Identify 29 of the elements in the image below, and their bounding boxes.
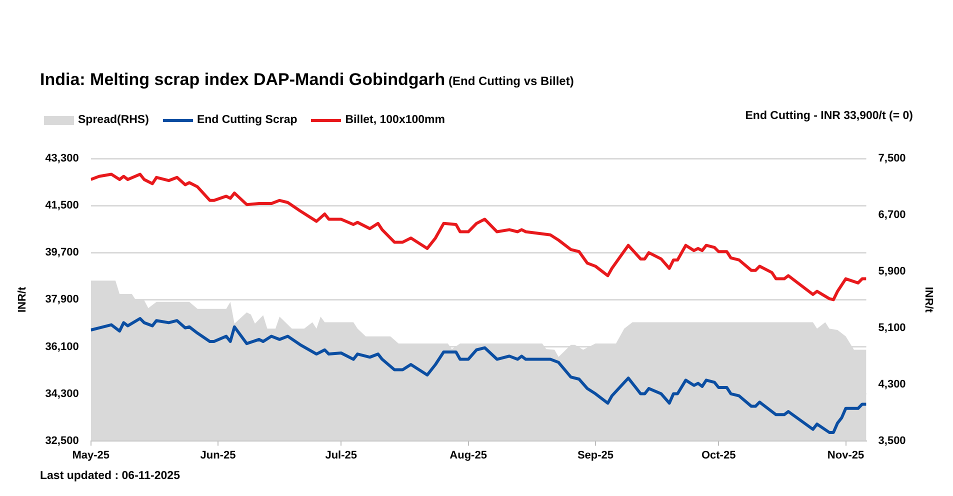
y-tick-label: 43,300: [45, 152, 79, 165]
y-tick-label: 32,500: [45, 434, 79, 447]
y-tick-label: 34,300: [45, 388, 79, 400]
y2-tick-label: 5,900: [878, 266, 906, 278]
y-axis-title: INR/t: [16, 286, 29, 313]
x-tick-label: Jul-25: [325, 449, 358, 462]
y2-tick-label: 3,500: [878, 434, 906, 447]
x-tick-label: Sep-25: [577, 449, 614, 462]
legend-label: End Cutting Scrap: [196, 114, 298, 126]
y2-tick-label: 7,500: [878, 152, 906, 165]
x-tick-label: Nov-25: [827, 449, 864, 462]
y2-axis-title: INR/t: [922, 286, 934, 313]
chart-title: India: Melting scrap index DAP-Mandi Gobindgarh: [40, 70, 446, 89]
y2-tick-label: 5,100: [878, 322, 906, 334]
text: End Cutting - INR 33,900/t (= 0): [745, 110, 913, 122]
legend-label: Billet, 100x100mm: [345, 114, 445, 126]
y2-tick-label: 6,700: [878, 209, 906, 222]
x-tick-label: Oct-25: [701, 449, 736, 462]
y-tick-label: 36,100: [45, 340, 79, 353]
y2-tick-label: 4,300: [878, 378, 906, 390]
legend-label: Spread(RHS): [78, 114, 149, 126]
x-tick-label: Aug-25: [450, 449, 487, 462]
y-tick-label: 39,700: [45, 246, 79, 259]
y-tick-label: 41,500: [45, 200, 79, 212]
x-tick-label: Jun-25: [200, 449, 236, 462]
text: Last updated : 06-11-2025: [40, 470, 180, 482]
x-tick-label: May-25: [72, 449, 110, 462]
y-tick-label: 37,900: [45, 294, 79, 306]
chart-subtitle: (End Cutting vs Billet): [448, 74, 574, 88]
